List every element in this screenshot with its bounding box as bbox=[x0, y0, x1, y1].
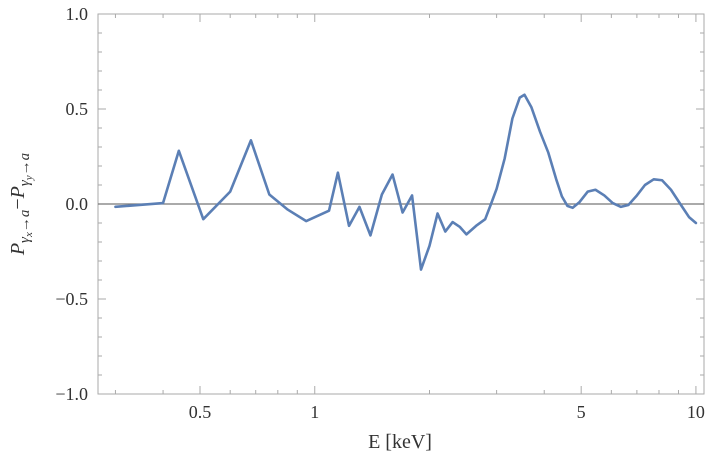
y-tick-label: −1.0 bbox=[55, 384, 88, 404]
y-label-rhs-gamma: γ bbox=[17, 179, 33, 186]
y-axis-title: Pγx→a−Pγy→a bbox=[7, 153, 35, 256]
data-point bbox=[369, 234, 371, 236]
y-label-lhs-x: x bbox=[23, 232, 35, 238]
y-label-lhs-gamma: γ bbox=[17, 236, 33, 243]
data-point bbox=[229, 190, 231, 192]
data-point bbox=[428, 245, 430, 247]
data-point bbox=[465, 233, 467, 235]
data-point bbox=[358, 206, 360, 208]
y-tick-label: 0.5 bbox=[66, 99, 89, 119]
data-point bbox=[178, 150, 180, 152]
data-point bbox=[162, 202, 164, 204]
data-point bbox=[571, 207, 573, 209]
data-point bbox=[539, 131, 541, 133]
data-point bbox=[644, 184, 646, 186]
data-point bbox=[391, 173, 393, 175]
data-point bbox=[555, 178, 557, 180]
data-point bbox=[337, 171, 339, 173]
data-point bbox=[566, 205, 568, 207]
y-tick-label: 0.0 bbox=[66, 194, 89, 214]
data-point bbox=[679, 203, 681, 205]
x-tick-label: 10 bbox=[687, 402, 705, 422]
series-line bbox=[114, 93, 698, 271]
x-axis-title: E [keV] bbox=[368, 431, 432, 453]
data-point bbox=[420, 268, 422, 270]
y-label-lhs-p: P bbox=[7, 243, 29, 256]
data-point bbox=[594, 189, 596, 191]
data-point bbox=[670, 189, 672, 191]
data-point bbox=[636, 194, 638, 196]
data-point bbox=[328, 209, 330, 211]
data-point bbox=[451, 221, 453, 223]
data-point bbox=[661, 179, 663, 181]
data-point bbox=[688, 216, 690, 218]
data-point bbox=[519, 96, 521, 98]
data-point bbox=[305, 220, 307, 222]
data-point bbox=[490, 203, 492, 205]
data-point bbox=[114, 206, 116, 208]
x-tick-label: 1 bbox=[310, 402, 319, 422]
y-label-rhs-y: y bbox=[23, 175, 35, 181]
data-points bbox=[114, 94, 697, 271]
x-tick-labels: 0.5 1 5 10 bbox=[189, 402, 705, 422]
data-point bbox=[202, 218, 204, 220]
y-tick-label: −0.5 bbox=[55, 289, 88, 309]
data-point bbox=[578, 201, 580, 203]
y-label-minus: − bbox=[7, 198, 29, 209]
data-point bbox=[627, 204, 629, 206]
data-point bbox=[586, 190, 588, 192]
data-point bbox=[250, 139, 252, 141]
data-point bbox=[503, 157, 505, 159]
svg-text:Pγx→a−Pγy→a: Pγx→a−Pγy→a bbox=[7, 153, 35, 256]
x-tick-label: 0.5 bbox=[189, 402, 212, 422]
y-label-rhs-arrow: →a bbox=[17, 153, 33, 176]
data-point bbox=[401, 211, 403, 213]
ticks-layer bbox=[98, 13, 704, 395]
data-point bbox=[495, 188, 497, 190]
data-point bbox=[475, 225, 477, 227]
data-point bbox=[511, 117, 513, 119]
data-point bbox=[561, 195, 563, 197]
data-point bbox=[603, 194, 605, 196]
data-point bbox=[287, 209, 289, 211]
y-tick-labels: −1.0 −0.5 0.0 0.5 1.0 bbox=[55, 4, 88, 404]
data-point bbox=[436, 212, 438, 214]
data-point bbox=[620, 206, 622, 208]
y-label-rhs-p: P bbox=[7, 186, 29, 199]
y-tick-label: 1.0 bbox=[66, 4, 89, 24]
data-point bbox=[530, 106, 532, 108]
data-point bbox=[653, 178, 655, 180]
data-point bbox=[444, 230, 446, 232]
data-point bbox=[411, 194, 413, 196]
data-point bbox=[523, 94, 525, 96]
data-point bbox=[547, 152, 549, 154]
data-point bbox=[612, 202, 614, 204]
x-tick-label: 5 bbox=[577, 402, 586, 422]
data-point bbox=[348, 225, 350, 227]
data-point bbox=[695, 222, 697, 224]
data-point bbox=[484, 218, 486, 220]
data-point bbox=[381, 193, 383, 195]
data-point bbox=[458, 226, 460, 228]
y-label-lhs-arrow: →a bbox=[17, 210, 33, 233]
data-point bbox=[268, 193, 270, 195]
